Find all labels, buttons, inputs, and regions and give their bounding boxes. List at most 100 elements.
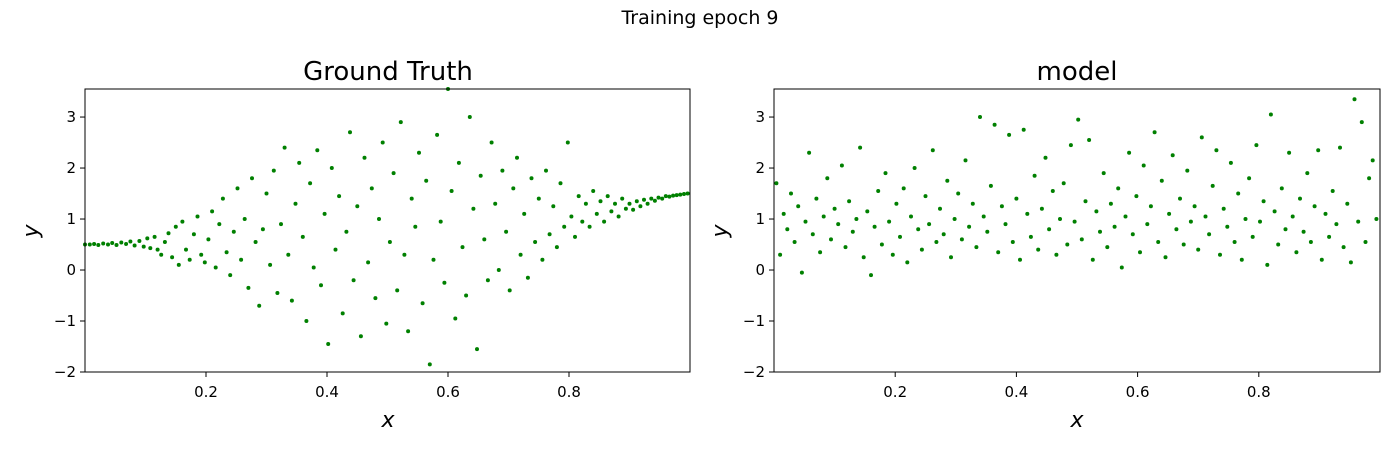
data-point (785, 227, 790, 232)
x-tick-label: 0.8 (1247, 383, 1271, 401)
data-point (1199, 135, 1204, 140)
data-point (872, 224, 877, 229)
data-point (814, 196, 819, 201)
data-point (544, 168, 548, 173)
data-point (887, 219, 892, 224)
data-point (1181, 242, 1186, 247)
data-point (1203, 214, 1208, 219)
subplot-model: model x y 0.2 0.4 0.6 0.8 −2 −1 0 1 2 3 (708, 57, 1381, 433)
data-point (180, 219, 185, 224)
data-point (1261, 199, 1266, 204)
data-point (471, 206, 476, 211)
data-point (1007, 132, 1012, 137)
data-point (1047, 227, 1052, 232)
data-point (1374, 217, 1379, 221)
data-point (1043, 155, 1048, 160)
y-tick-label: 0 (66, 261, 76, 279)
data-point (645, 201, 650, 206)
data-point (384, 321, 389, 326)
data-point (1352, 97, 1357, 102)
data-point (1079, 237, 1084, 242)
data-point (1294, 250, 1299, 255)
data-point (1145, 222, 1150, 227)
data-point (438, 219, 443, 224)
data-point (1228, 160, 1233, 165)
data-point (228, 273, 233, 278)
data-point (187, 257, 192, 262)
data-point (329, 166, 334, 170)
data-point (235, 186, 240, 191)
data-point (613, 201, 617, 206)
data-point (489, 140, 494, 145)
data-point (916, 227, 921, 232)
scatter-points (83, 87, 690, 367)
data-point (594, 211, 599, 216)
data-point (547, 232, 552, 237)
data-point (1119, 265, 1124, 270)
data-point (1308, 240, 1313, 244)
data-point (1018, 257, 1022, 262)
data-point (963, 158, 968, 163)
data-point (1148, 204, 1153, 209)
data-point (1010, 240, 1015, 244)
data-point (1101, 171, 1106, 176)
data-point (260, 227, 265, 232)
data-point (1192, 204, 1197, 209)
data-point (1258, 219, 1262, 224)
data-point (1061, 181, 1066, 186)
data-point (1058, 217, 1062, 221)
data-point (551, 204, 556, 209)
data-point (663, 194, 668, 199)
data-point (1152, 130, 1157, 135)
data-point (1039, 206, 1044, 211)
data-point (1090, 257, 1095, 262)
data-point (268, 262, 273, 267)
data-point (1036, 247, 1041, 252)
data-point (898, 234, 902, 239)
data-point (322, 211, 327, 216)
data-point (985, 229, 990, 234)
subplot-ground-truth: Ground Truth x y 0.2 0.4 0.6 0.8 −2 −1 0 1 2 3 (19, 57, 691, 433)
data-point (1316, 148, 1321, 153)
data-point (176, 262, 181, 267)
data-point (1123, 214, 1128, 219)
data-point (905, 260, 910, 265)
data-point (337, 194, 342, 199)
data-point (562, 224, 567, 229)
data-point (279, 222, 283, 227)
y-tick-label: 2 (66, 159, 76, 177)
data-point (424, 178, 429, 183)
data-point (344, 229, 349, 234)
data-point (1348, 260, 1353, 265)
x-tick-label: 0.8 (557, 383, 581, 401)
plot-frame (84, 88, 691, 373)
data-point (901, 186, 906, 191)
x-tick-label: 0.4 (315, 383, 339, 401)
data-point (642, 197, 646, 202)
data-point (660, 196, 665, 201)
data-point (297, 160, 302, 165)
data-point (435, 132, 440, 137)
data-point (583, 201, 588, 206)
data-point (191, 232, 196, 237)
data-point (1276, 242, 1281, 247)
data-point (620, 196, 625, 201)
data-point (128, 239, 133, 244)
data-point (239, 257, 244, 262)
data-point (155, 247, 160, 252)
data-point (101, 241, 106, 246)
data-point (162, 240, 167, 244)
x-tick-label: 0.2 (194, 383, 218, 401)
axis-ticks: 0.2 0.4 0.6 0.8 −2 −1 0 1 2 3 (743, 108, 1271, 401)
data-point (442, 280, 447, 285)
data-point (865, 209, 870, 214)
data-point (507, 288, 512, 293)
data-point (1254, 143, 1259, 148)
data-point (829, 237, 833, 242)
data-point (148, 246, 153, 251)
data-point (1050, 189, 1055, 193)
data-point (206, 237, 211, 242)
data-point (145, 236, 150, 241)
data-point (952, 217, 957, 221)
